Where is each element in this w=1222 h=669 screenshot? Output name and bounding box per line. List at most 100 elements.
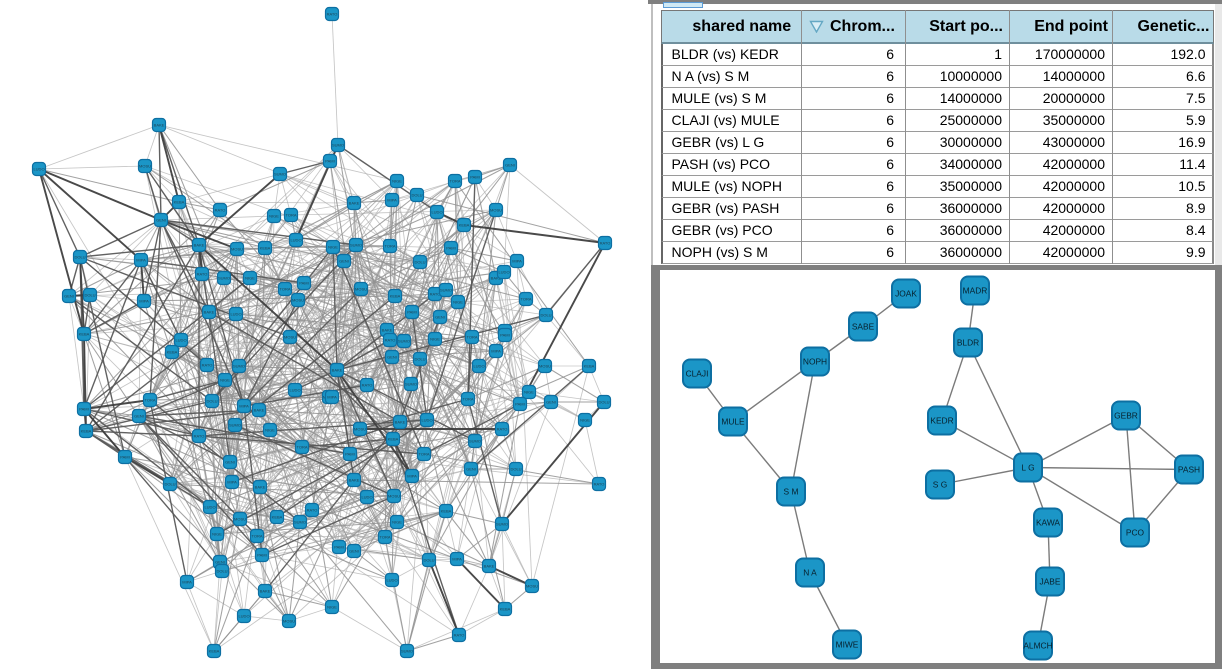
svg-text:MOSU: MOSU [388, 494, 400, 499]
svg-text:GENI: GENI [225, 460, 235, 465]
svg-text:DOLU: DOLU [216, 569, 227, 574]
svg-text:MIPA: MIPA [407, 474, 417, 479]
svg-text:PAMI: PAMI [257, 553, 266, 558]
svg-text:KEBA: KEBA [390, 294, 401, 299]
svg-text:MOSU: MOSU [234, 517, 246, 522]
svg-text:MOSU: MOSU [284, 335, 296, 340]
svg-text:GENI: GENI [215, 560, 225, 565]
svg-text:TORA: TORA [144, 398, 155, 403]
svg-text:RATO: RATO [385, 338, 396, 343]
svg-text:TORA: TORA [520, 297, 531, 302]
svg-text:GENI: GENI [156, 218, 166, 223]
svg-text:BAKE: BAKE [332, 368, 343, 373]
svg-text:NIGE: NIGE [524, 390, 534, 395]
svg-text:DOLU: DOLU [414, 357, 425, 362]
svg-text:MADR: MADR [963, 286, 988, 296]
svg-text:PASH: PASH [1178, 465, 1200, 475]
svg-text:L G: L G [1021, 463, 1034, 473]
svg-text:NIGE: NIGE [328, 245, 338, 250]
svg-text:RATO: RATO [594, 482, 605, 487]
svg-text:KEBA: KEBA [272, 515, 283, 520]
svg-text:GENI: GENI [546, 400, 556, 405]
svg-text:SUMO: SUMO [401, 649, 413, 654]
svg-text:TORA: TORA [251, 534, 262, 539]
svg-text:PAMI: PAMI [470, 175, 479, 180]
svg-text:BAKE: BAKE [484, 564, 495, 569]
svg-text:RATO: RATO [215, 208, 226, 213]
svg-text:GENI: GENI [349, 549, 359, 554]
svg-text:SUMO: SUMO [229, 423, 241, 428]
svg-text:GENI: GENI [134, 414, 144, 419]
svg-text:LUDO: LUDO [175, 338, 186, 343]
svg-text:MOSU: MOSU [283, 619, 295, 624]
svg-text:RATO: RATO [202, 363, 213, 368]
svg-text:NIGE: NIGE [392, 520, 402, 525]
svg-text:RATO: RATO [454, 633, 465, 638]
svg-text:LUDO: LUDO [33, 167, 44, 172]
svg-text:LUDO: LUDO [386, 578, 397, 583]
svg-text:BAKE: BAKE [395, 420, 406, 425]
svg-text:GEBR: GEBR [1114, 411, 1138, 421]
svg-text:SUMO: SUMO [294, 520, 306, 525]
svg-text:SUMO: SUMO [332, 143, 344, 148]
svg-text:KEDR: KEDR [930, 416, 953, 426]
svg-text:SUMO: SUMO [398, 339, 410, 344]
svg-text:PAMI: PAMI [299, 281, 308, 286]
svg-text:GENI: GENI [387, 355, 397, 360]
svg-text:TORA: TORA [296, 445, 307, 450]
svg-text:PAMI: PAMI [345, 452, 354, 457]
svg-text:DOLU: DOLU [540, 313, 551, 318]
svg-text:SUMO: SUMO [233, 364, 245, 369]
svg-text:MOSU: MOSU [490, 208, 502, 213]
svg-text:LUDO: LUDO [204, 505, 215, 510]
svg-text:NIGE: NIGE [220, 378, 230, 383]
svg-text:RATO: RATO [327, 12, 338, 17]
svg-text:NIGE: NIGE [212, 532, 222, 537]
svg-text:BAKE: BAKE [154, 123, 165, 128]
svg-text:LUDO: LUDO [473, 364, 484, 369]
svg-text:BAKE: BAKE [204, 310, 215, 315]
svg-text:SUMO: SUMO [469, 439, 481, 444]
svg-text:KEBA: KEBA [459, 223, 470, 228]
svg-text:KEBA: KEBA [584, 364, 595, 369]
svg-text:LUDO: LUDO [361, 495, 372, 500]
svg-text:BAKE: BAKE [491, 276, 502, 281]
svg-text:KEBA: KEBA [79, 332, 90, 337]
svg-text:BAKE: BAKE [194, 243, 205, 248]
svg-text:LUDO: LUDO [290, 238, 301, 243]
svg-text:CLAJI: CLAJI [686, 369, 709, 379]
svg-text:MIPA: MIPA [227, 480, 237, 485]
svg-text:MOSU: MOSU [526, 584, 538, 589]
svg-text:DOLU: DOLU [414, 260, 425, 265]
svg-text:TORA: TORA [418, 452, 429, 457]
svg-text:LUDO: LUDO [289, 388, 300, 393]
svg-text:MOSU: MOSU [139, 164, 151, 169]
svg-text:RATO: RATO [307, 508, 318, 513]
svg-text:RATO: RATO [194, 434, 205, 439]
svg-text:MIPA: MIPA [512, 259, 522, 264]
svg-text:LUDO: LUDO [498, 270, 509, 275]
svg-text:SUMO: SUMO [218, 276, 230, 281]
svg-text:KEBA: KEBA [441, 509, 452, 514]
svg-text:KAWA: KAWA [1036, 518, 1060, 528]
svg-text:NIGE: NIGE [453, 300, 463, 305]
svg-text:NIGE: NIGE [269, 214, 279, 219]
svg-text:DOLU: DOLU [423, 558, 434, 563]
svg-text:SUMO: SUMO [405, 382, 417, 387]
svg-text:TORA: TORA [466, 335, 477, 340]
svg-text:SUMO: SUMO [440, 288, 452, 293]
svg-text:GENI: GENI [339, 259, 349, 264]
svg-text:PAMI: PAMI [79, 407, 88, 412]
svg-text:MOSU: MOSU [292, 298, 304, 303]
svg-text:N A: N A [803, 568, 817, 578]
svg-text:MOSU: MOSU [231, 247, 243, 252]
svg-text:NIGE: NIGE [245, 276, 255, 281]
svg-text:TORA: TORA [384, 244, 395, 249]
svg-text:LUDO: LUDO [431, 210, 442, 215]
svg-text:NIGE: NIGE [327, 605, 337, 610]
svg-text:KEBA: KEBA [167, 350, 178, 355]
svg-text:SABE: SABE [852, 322, 875, 332]
svg-text:TORA: TORA [285, 213, 296, 218]
svg-text:PAMI: PAMI [325, 159, 334, 164]
svg-text:LUDO: LUDO [230, 312, 241, 317]
